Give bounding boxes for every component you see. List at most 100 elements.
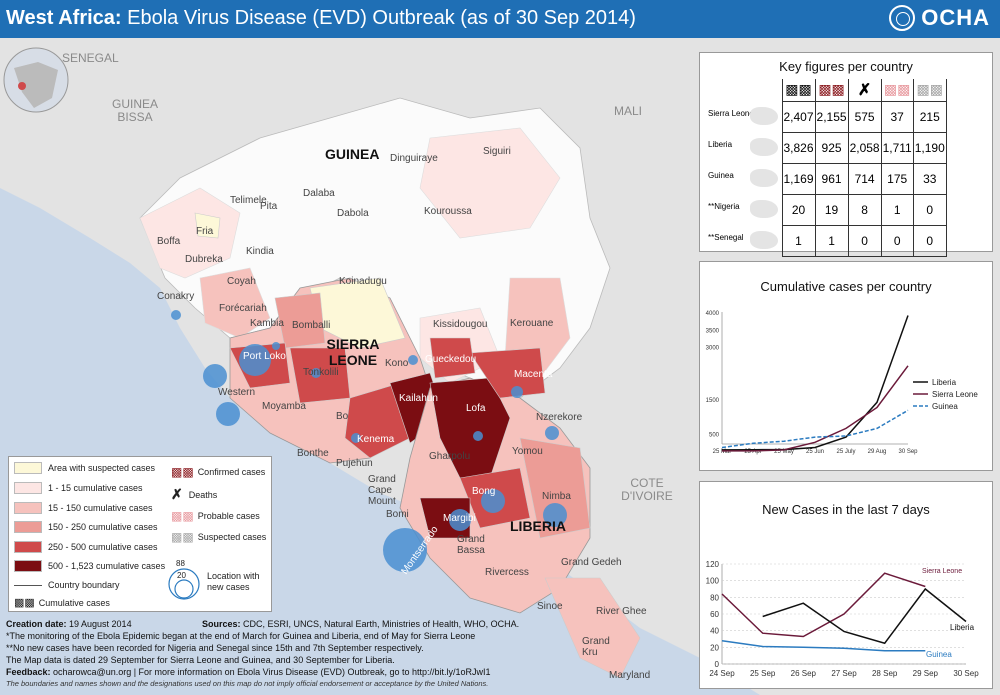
un-emblem-icon <box>889 5 916 31</box>
x-tick-label: 26 Sep <box>791 669 817 678</box>
x-tick-label: 29 Sep <box>913 669 939 678</box>
cumulative-chart-panel: Cumulative cases per country 500 1500 3000… <box>699 261 993 471</box>
table-row: Liberia 3,826 925 2,058 1,711 1,190 <box>706 131 947 164</box>
new-cases-circles <box>171 310 567 572</box>
ocha-logo: OCHA <box>889 5 990 31</box>
district-label: Coyah <box>227 276 256 287</box>
y-tick-label: 3500 <box>706 328 720 334</box>
district-label: Port Loko <box>243 351 286 362</box>
cumulative-chart: 500 1500 3000 3500 4000 25 Mar 25 Apr 25 May 25 … <box>706 311 979 455</box>
legend-label: Liberia <box>932 378 957 387</box>
series-line <box>721 409 909 449</box>
legend-item: 250 - 500 cumulative cases <box>14 541 158 553</box>
key-figures-panel: Key figures per country ▩▩ ▩▩ ✗ ▩▩ ▩▩ Si… <box>699 52 993 257</box>
footnote: *The monitoring of the Ebola Epidemic be… <box>6 631 476 641</box>
creation-date: Creation date: 19 August 2014 <box>6 619 132 629</box>
probable-cases-icon: ▩▩ <box>880 79 914 102</box>
chart-title: New Cases in the last 7 days <box>762 502 930 517</box>
country-label-senegal: SENEGAL <box>62 51 119 65</box>
legend-circle-value-large: 88 <box>176 559 185 568</box>
footnote: The Map data is dated 29 September for S… <box>6 655 395 665</box>
legend-label: Guinea <box>932 402 958 411</box>
y-tick-label: 4000 <box>706 311 720 317</box>
disclaimer: The boundaries and names shown and the d… <box>6 679 489 688</box>
y-tick-label: 40 <box>710 627 719 636</box>
y-tick-label: 1500 <box>706 398 720 404</box>
feedback: Feedback: ocharowca@un.org | For more in… <box>6 667 491 677</box>
confirmed-cases-icon: ▩▩ <box>171 465 194 479</box>
x-tick-label: 28 Sep <box>872 669 898 678</box>
legend-item: 500 - 1,523 cumulative cases <box>14 560 165 572</box>
y-tick-label: 100 <box>706 577 720 586</box>
district-label: Telimele <box>230 195 267 206</box>
district-label: Boffa <box>157 236 181 247</box>
y-tick-label: 20 <box>710 643 719 652</box>
series-line <box>721 572 926 638</box>
series-line <box>762 587 967 645</box>
country-label-guinea-bissau: GUINEA BISSA <box>111 97 158 124</box>
y-tick-label: 500 <box>709 433 720 439</box>
deaths-icon: ✗ <box>171 486 183 502</box>
district-label: Margibi <box>443 513 476 524</box>
district-label: Bo <box>336 411 349 422</box>
legend-label: Sierra Leone <box>932 390 978 399</box>
legend-item: Area with suspected cases <box>14 462 155 474</box>
map-legend: Area with suspected cases 1 - 15 cumulat… <box>8 456 272 612</box>
district-label: Kailahun <box>399 393 438 404</box>
x-tick-label: 25 May <box>774 449 794 455</box>
district-label: Conakry <box>157 291 195 302</box>
country-thumbnail <box>750 169 778 187</box>
x-tick-label: 25 Jun <box>806 449 824 455</box>
district-label: Macenta <box>514 369 553 380</box>
legend-boundary: Country boundary <box>14 580 120 590</box>
district-label: Maryland <box>609 670 651 681</box>
deaths-icon: ✗ <box>847 79 882 102</box>
y-tick-label: 60 <box>710 610 719 619</box>
y-tick-label: 120 <box>706 560 720 569</box>
district-label: Tonkolili <box>303 367 339 378</box>
district-label: Bong <box>472 486 496 497</box>
footer: Creation date: 19 August 2014 Sources: C… <box>6 618 586 690</box>
country-label-sierra-leone: SIERRA LEONE <box>326 336 380 368</box>
district-label: Forécariah <box>219 303 267 314</box>
cumulative-cases-icon: ▩▩ <box>781 79 816 102</box>
x-tick-label: 30 Sep <box>953 669 979 678</box>
table-row: Guinea 1,169 961 714 175 33 <box>706 162 947 195</box>
y-tick-label: 0 <box>715 660 720 669</box>
district-label: Dinguiraye <box>390 153 438 164</box>
district-label: Kerouane <box>510 318 554 329</box>
chart-title: Cumulative cases per country <box>760 279 932 294</box>
district-label: Western <box>218 387 256 398</box>
x-tick-label: 27 Sep <box>831 669 857 678</box>
probable-cases-icon: ▩▩ <box>171 509 194 523</box>
district-label: Bonthe <box>297 448 329 459</box>
series-label: Sierra Leone <box>922 568 962 575</box>
district-label: Nzerekore <box>536 412 583 423</box>
country-label-mali: MALI <box>614 104 643 118</box>
district-label: Moyamba <box>262 401 306 412</box>
district-label: Bomi <box>386 509 409 520</box>
series-line <box>722 365 909 452</box>
page-title: West Africa: Ebola Virus Disease (EVD) O… <box>6 7 636 29</box>
country-thumbnail <box>750 200 778 218</box>
x-tick-label: 25 July <box>836 449 855 455</box>
district-label: Gueckedou <box>425 354 477 365</box>
legend-item: 150 - 250 cumulative cases <box>14 521 158 533</box>
district-label: Grand Bassa <box>457 534 485 556</box>
confirmed-cases-icon: ▩▩ <box>814 79 849 102</box>
x-tick-label: 29 Aug <box>868 449 887 455</box>
new-cases-chart-panel: New Cases in the last 7 days 0 20 40 60 80 10… <box>699 481 993 689</box>
country-thumbnail <box>750 231 778 249</box>
district-label: Bomballi <box>292 320 331 331</box>
district-label: Nimba <box>542 491 571 502</box>
district-label: Kissidougou <box>433 319 488 330</box>
suspected-cases-icon: ▩▩ <box>171 530 194 544</box>
district-label: Kambia <box>250 318 284 329</box>
district-label: Dalaba <box>303 188 335 199</box>
suspected-cases-icon: ▩▩ <box>912 79 947 102</box>
legend-probable: ▩▩ Probable cases <box>171 509 260 523</box>
series-line <box>721 315 909 451</box>
legend-item: 1 - 15 cumulative cases <box>14 482 143 494</box>
x-tick-label: 25 Mar <box>713 449 732 455</box>
